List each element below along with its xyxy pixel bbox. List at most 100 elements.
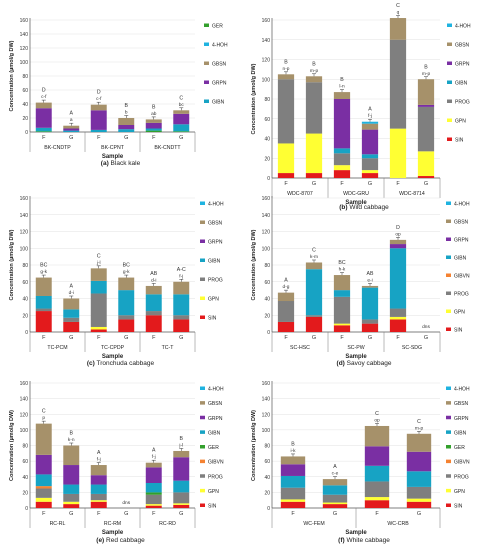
panel-e-legend-swatch bbox=[200, 488, 205, 493]
panel-a-bar-segment-gibn bbox=[118, 129, 135, 132]
panel-c-bar-segment-gibn bbox=[118, 290, 135, 316]
panel-c-legend-label: 4-HOH bbox=[208, 202, 224, 208]
panel-b-bar-segment-prog bbox=[333, 153, 351, 166]
panel-b-y-tick-label: 40 bbox=[264, 137, 270, 143]
panel-b-bar-segment-gbsn bbox=[333, 92, 351, 99]
panel-c-legend-swatch bbox=[200, 239, 205, 243]
panel-d-group-label: SC-HSC bbox=[290, 345, 310, 351]
panel-c-caption-name: Tronchuda cabbage bbox=[95, 360, 155, 367]
panel-d-bar-segment-grpn bbox=[389, 244, 407, 249]
panel-b-bar-annotation-lower: m-p bbox=[310, 69, 319, 74]
panel-a-caption-letter: (a) bbox=[101, 160, 109, 167]
panel-c-bar-segment-gpn bbox=[90, 326, 107, 330]
panel-f-legend-label: GPN bbox=[454, 489, 465, 495]
panel-e-caption-name: Red cabbage bbox=[104, 537, 145, 544]
panel-e-group-label: RC-RL bbox=[50, 521, 66, 527]
panel-b-bar-segment-grpn bbox=[333, 99, 351, 149]
panel-d-bar-segment-gpn bbox=[389, 316, 407, 320]
panel-b-bar-segment-sin bbox=[277, 173, 295, 178]
panel-d-y-tick-label: 20 bbox=[264, 313, 270, 319]
panel-c-bar-segment-gibn bbox=[63, 309, 80, 318]
panel-a-legend-label: GER bbox=[212, 24, 223, 30]
panel-b-legend-swatch bbox=[447, 118, 452, 122]
panel-e-y-tick-label: 20 bbox=[22, 490, 28, 496]
panel-a-caption-name: Black kale bbox=[109, 160, 141, 167]
panel-f-legend-swatch bbox=[446, 386, 451, 390]
panel-c-bar-segment-gbsn bbox=[63, 298, 80, 310]
panel-c-bar-annotation-upper: BC bbox=[40, 263, 47, 269]
panel-e-bar-annotation-upper: C bbox=[42, 409, 46, 415]
panel-e-bar-annotation-upper: A bbox=[152, 448, 156, 454]
panel-d-group-label: SC-PW bbox=[347, 345, 364, 351]
panel-d-bar-annotation-upper: AB bbox=[367, 271, 374, 277]
panel-c-y-tick-label: 120 bbox=[20, 230, 29, 236]
panel-c-y-tick-label: 0 bbox=[25, 330, 28, 336]
panel-b-bar-annotation-lower: n-p bbox=[283, 67, 290, 72]
panel-a-y-tick-label: 80 bbox=[22, 74, 28, 80]
panel-b-bar-segment-prog bbox=[417, 106, 435, 152]
panel-d-bar-segment-prog bbox=[305, 315, 323, 317]
panel-c-bar-segment-prog bbox=[118, 315, 135, 320]
panel-c-legend-swatch bbox=[200, 258, 205, 262]
panel-c-legend-swatch bbox=[200, 201, 205, 205]
panel-c-x-tick-label: F bbox=[152, 335, 156, 341]
panel-e-bar-segment-grpn bbox=[90, 475, 107, 485]
panel-a-legend-swatch bbox=[204, 99, 209, 103]
panel-e-bar-annotation-lower: j-l bbox=[178, 442, 183, 448]
panel-b-bar-segment-grpn bbox=[417, 104, 435, 107]
panel-d-bar-segment-gibn bbox=[305, 269, 323, 316]
panel-c-caption-letter: (c) bbox=[87, 360, 95, 367]
panel-a-x-tick-label: G bbox=[124, 135, 128, 141]
panel-d-legend-label: PROG bbox=[454, 292, 469, 298]
panel-c-y-tick-label: 40 bbox=[22, 297, 28, 303]
panel-b-bar-segment-grpn bbox=[361, 129, 379, 155]
panel-d-bar-segment-prog bbox=[361, 319, 379, 324]
panel-f-x-tick-label: G bbox=[417, 511, 421, 517]
panel-e-bar-segment-gbsn bbox=[90, 465, 107, 476]
panel-d-bar-segment-gpn bbox=[333, 323, 351, 326]
panel-e-bar-segment-gbsn bbox=[35, 423, 52, 455]
panel-e-bar-segment-prog bbox=[35, 488, 52, 498]
panel-e-legend-label: GIBVN bbox=[208, 460, 224, 466]
panel-d-legend-swatch bbox=[446, 255, 451, 259]
panel-e-x-axis-label: Sample bbox=[102, 530, 124, 536]
panel-b-bar-segment-gbsn bbox=[417, 79, 435, 105]
panel-e-bar-annotation-upper: A bbox=[97, 450, 101, 456]
panel-f-bar-segment-sin bbox=[364, 500, 390, 508]
panel-f-bar-segment-gpn bbox=[280, 499, 306, 502]
panel-c-caption: (c) Tronchuda cabbage bbox=[87, 360, 155, 367]
panel-e-bar-segment-gbsn bbox=[145, 462, 162, 468]
panel-a-bar-annotation-lower: a bbox=[70, 118, 73, 123]
panel-b-legend-label: GBSN bbox=[455, 43, 470, 49]
panel-b-y-tick-label: 0 bbox=[267, 176, 270, 182]
panel-e-bar-segment-sin bbox=[173, 504, 190, 508]
panel-d-x-tick-label: F bbox=[396, 335, 400, 341]
panel-c-bar-segment-sin bbox=[145, 315, 162, 332]
panel-e-legend-swatch bbox=[200, 459, 205, 464]
panel-c-bar-annotation-upper: A bbox=[70, 284, 74, 290]
panel-d-legend-label: GIBN bbox=[454, 256, 467, 262]
panel-b-bar-segment-gpn bbox=[389, 128, 407, 178]
panel-d-legend-label: 4-HOH bbox=[454, 202, 470, 208]
panel-a-y-tick-label: 120 bbox=[20, 46, 29, 52]
panel-e-x-tick-label: G bbox=[124, 511, 128, 517]
panel-b-legend-swatch bbox=[447, 61, 452, 65]
panel-a-bar-annotation-upper: A bbox=[70, 111, 74, 117]
panel-a-bar-annotation-lower: ab bbox=[151, 111, 157, 117]
panel-a-legend-label: GBSN bbox=[212, 62, 227, 68]
panel-a-bar-segment-gbsn bbox=[63, 125, 80, 129]
panel-f-x-tick-label: F bbox=[375, 511, 379, 517]
panel-a-bar-segment-gbsn bbox=[173, 110, 190, 114]
panel-f-legend-swatch bbox=[446, 430, 451, 434]
panel-a-bar-annotation-upper: D bbox=[42, 88, 46, 94]
panel-e-legend-label: GPN bbox=[208, 489, 219, 495]
panel-e-bar-segment-grpn bbox=[63, 465, 80, 485]
panel-d-bar-segment-gbsn bbox=[333, 275, 351, 291]
panel-b-bar-segment-gpn bbox=[277, 143, 295, 174]
panel-f-legend-label: GIBN bbox=[454, 430, 467, 436]
panel-e-legend-swatch bbox=[200, 430, 205, 434]
panel-c-bar-segment-gbsn bbox=[35, 277, 52, 296]
panel-f-bar-segment-gbsn bbox=[322, 479, 348, 486]
panel-c-y-tick-label: 80 bbox=[22, 263, 28, 269]
panel-f-bar-annotation-upper: A bbox=[333, 464, 337, 470]
